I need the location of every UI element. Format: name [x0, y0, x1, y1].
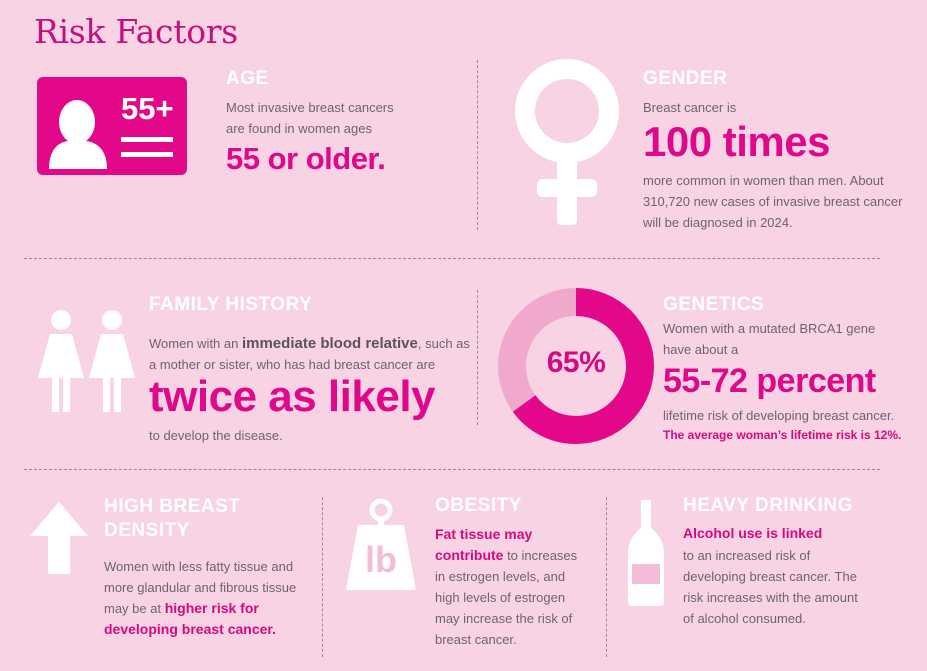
family-text-line2: a mother or sister, who has had breast c… — [149, 357, 436, 372]
obesity-text: Fat tissue may contribute to increases i… — [435, 526, 578, 647]
divider-vertical-middle — [477, 290, 478, 425]
donut-label: 65% — [546, 346, 606, 379]
genetics-heading: GENETICS — [663, 294, 765, 315]
age-heading: AGE — [226, 68, 269, 89]
id-card-person-icon: 55+ — [37, 77, 187, 175]
drinking-highlight: Alcohol use is linked — [683, 525, 823, 541]
page-title: Risk Factors — [34, 12, 238, 51]
divider-horizontal-2 — [24, 469, 880, 470]
drinking-heading: HEAVY DRINKING — [683, 495, 853, 516]
bottle-icon — [628, 500, 664, 606]
up-arrow-icon — [30, 502, 88, 574]
genetics-text: Women with a mutated BRCA1 gene have abo… — [663, 321, 876, 357]
genetics-emphasis: The average woman’s lifetime risk is 12%… — [663, 428, 902, 442]
person-silhouette-icon — [49, 100, 173, 169]
divider-vertical-top — [477, 60, 478, 230]
family-text-line1: Women with an immediate blood relative, … — [149, 335, 470, 352]
gender-text: more common in women than men. About 310… — [643, 173, 903, 230]
divider-vertical-bottom-2 — [606, 497, 607, 657]
family-highlight: twice as likely — [149, 372, 436, 421]
age-highlight: 55 or older. — [226, 141, 386, 176]
density-text: Women with less fatty tissue and more gl… — [104, 559, 297, 637]
age-badge: 55+ — [121, 91, 174, 126]
weight-lb-icon: lb — [344, 497, 418, 593]
weight-label: lb — [365, 539, 397, 580]
divider-vertical-bottom-1 — [322, 497, 323, 657]
family-heading: FAMILY HISTORY — [149, 294, 313, 315]
donut-chart-icon — [498, 288, 654, 444]
drinking-text: to an increased risk of developing breas… — [683, 548, 858, 626]
density-heading: HIGH BREAST DENSITY — [104, 496, 241, 541]
family-text-line3: to develop the disease. — [149, 428, 283, 443]
gender-heading: GENDER — [643, 68, 728, 89]
obesity-heading: OBESITY — [435, 495, 522, 516]
age-text: Most invasive breast cancers are found i… — [226, 100, 394, 136]
divider-horizontal-1 — [24, 258, 880, 259]
two-women-icon — [38, 310, 135, 412]
genetics-text-line3: lifetime risk of developing breast cance… — [663, 408, 895, 423]
gender-intro: Breast cancer is — [643, 100, 737, 115]
genetics-highlight: 55-72 percent — [663, 362, 876, 400]
female-symbol-icon — [515, 59, 619, 225]
gender-highlight: 100 times — [643, 118, 830, 165]
